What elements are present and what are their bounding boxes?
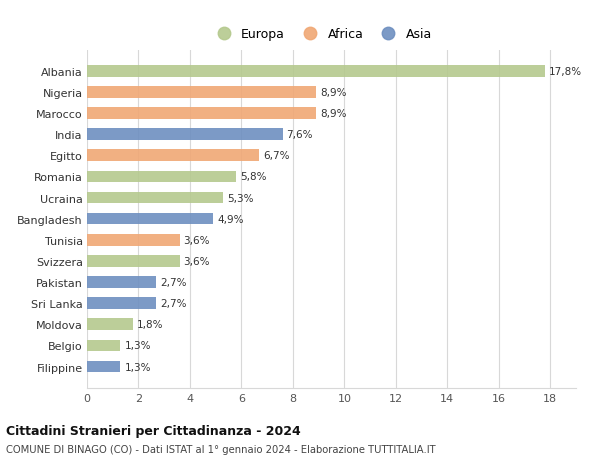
Bar bbox=[87, 256, 179, 267]
Bar bbox=[87, 171, 236, 183]
Text: 1,3%: 1,3% bbox=[124, 341, 151, 351]
Bar bbox=[87, 361, 121, 373]
Legend: Europa, Africa, Asia: Europa, Africa, Asia bbox=[206, 23, 437, 46]
Bar bbox=[87, 340, 121, 352]
Bar bbox=[87, 277, 157, 288]
Text: 7,6%: 7,6% bbox=[286, 130, 313, 140]
Text: 8,9%: 8,9% bbox=[320, 109, 346, 119]
Text: 5,3%: 5,3% bbox=[227, 193, 254, 203]
Text: 17,8%: 17,8% bbox=[549, 67, 582, 77]
Bar bbox=[87, 129, 283, 140]
Text: COMUNE DI BINAGO (CO) - Dati ISTAT al 1° gennaio 2024 - Elaborazione TUTTITALIA.: COMUNE DI BINAGO (CO) - Dati ISTAT al 1°… bbox=[6, 444, 436, 454]
Bar bbox=[87, 298, 157, 309]
Bar bbox=[87, 66, 545, 78]
Text: 2,7%: 2,7% bbox=[160, 277, 187, 287]
Text: 1,8%: 1,8% bbox=[137, 319, 164, 330]
Bar bbox=[87, 87, 316, 99]
Text: 2,7%: 2,7% bbox=[160, 298, 187, 308]
Bar bbox=[87, 150, 259, 162]
Text: 8,9%: 8,9% bbox=[320, 88, 346, 98]
Text: 3,6%: 3,6% bbox=[184, 235, 210, 245]
Text: 4,9%: 4,9% bbox=[217, 214, 244, 224]
Text: 1,3%: 1,3% bbox=[124, 362, 151, 372]
Bar bbox=[87, 192, 223, 204]
Text: Cittadini Stranieri per Cittadinanza - 2024: Cittadini Stranieri per Cittadinanza - 2… bbox=[6, 424, 301, 437]
Bar bbox=[87, 213, 213, 225]
Text: 3,6%: 3,6% bbox=[184, 256, 210, 266]
Bar bbox=[87, 319, 133, 330]
Bar bbox=[87, 235, 179, 246]
Text: 6,7%: 6,7% bbox=[263, 151, 290, 161]
Text: 5,8%: 5,8% bbox=[240, 172, 266, 182]
Bar bbox=[87, 108, 316, 120]
